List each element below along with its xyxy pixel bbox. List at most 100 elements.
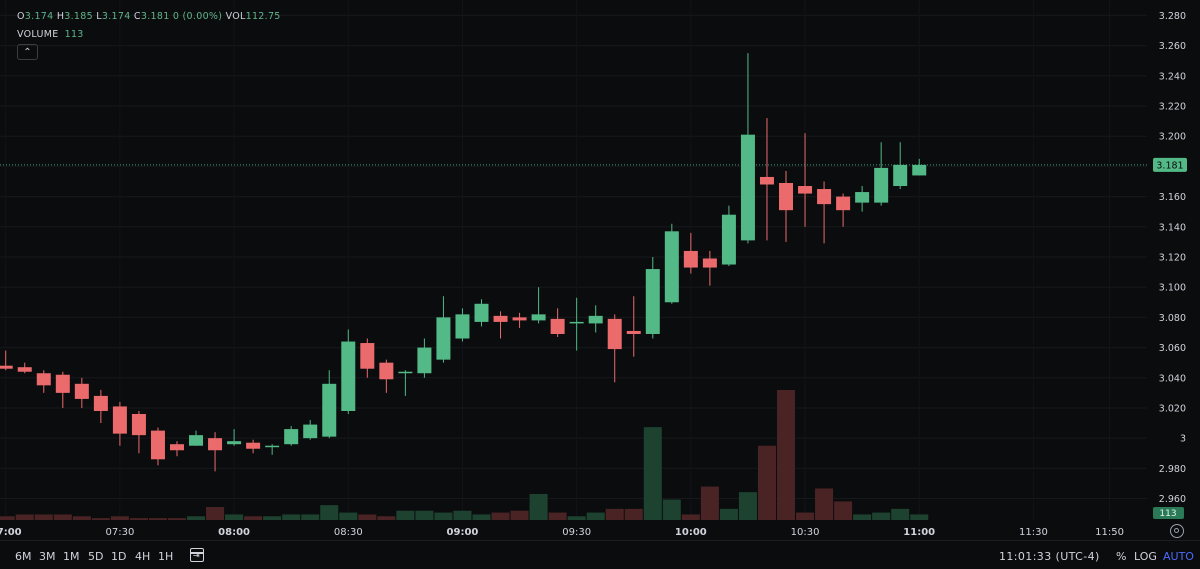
volume-bar [187, 516, 206, 520]
candle-body [683, 250, 698, 268]
volume-bar [91, 518, 110, 520]
timeframe-6m-button[interactable]: 6M [15, 550, 32, 563]
candle-body [512, 317, 527, 321]
timeframe-1h-button[interactable]: 1H [158, 550, 174, 563]
candle-body [626, 330, 641, 334]
volume-bar [548, 512, 567, 520]
candle-body [150, 430, 165, 460]
candle-body [55, 374, 70, 393]
volume-bar [910, 514, 929, 520]
time-tick-label: 07:00 [0, 527, 22, 538]
volume-bar [834, 501, 853, 520]
candle-body [855, 192, 870, 203]
timeframe-3m-button[interactable]: 3M [39, 550, 56, 563]
volume-bar [339, 512, 358, 520]
high-value: 3.185 [64, 11, 93, 22]
candle-body [74, 383, 89, 399]
price-tick-label: 3.140 [1159, 222, 1186, 233]
volume-bar [586, 512, 605, 520]
timeframe-5d-button[interactable]: 5D [88, 550, 104, 563]
candle-body [341, 341, 356, 411]
price-tick-label: 3.160 [1159, 192, 1186, 203]
volume-bar [757, 445, 776, 520]
candle-body [474, 303, 489, 322]
collapse-legend-button[interactable]: ⌃ [17, 44, 38, 60]
volume-bar [700, 486, 719, 520]
current-volume-label: 113 [1159, 509, 1176, 519]
timeframe-4h-button[interactable]: 4H [135, 550, 151, 563]
bottom-toolbar: 6M 3M 1M 5D 1D 4H 1H 11:01:33 (UTC-4) % … [0, 540, 1200, 569]
current-price-badge [1153, 157, 1187, 172]
timeframe-1d-button[interactable]: 1D [111, 550, 127, 563]
volume-bar [301, 514, 320, 520]
log-toggle[interactable]: LOG [1134, 550, 1157, 563]
candle-body [417, 347, 432, 374]
current-price-label: 3.181 [1156, 160, 1183, 171]
volume-bar [148, 518, 167, 520]
candle-body [0, 365, 13, 369]
candle-body [131, 414, 146, 436]
volume-bar [244, 516, 263, 520]
close-label: C [133, 11, 141, 22]
price-tick-label: 3.280 [1159, 11, 1186, 22]
price-tick-label: 3.240 [1159, 71, 1186, 82]
volume-bar [34, 514, 53, 520]
volume-bar [0, 516, 15, 520]
candle-body [893, 164, 908, 187]
candle-body [189, 435, 204, 446]
volume-bar [681, 514, 700, 520]
ohlc-legend: O3.174 H3.185 L3.174 C3.181 0 (0.00%) VO… [17, 11, 281, 22]
clock-timezone[interactable]: 11:01:33 (UTC-4) [999, 550, 1100, 563]
volume-legend: VOLUME 113 [17, 29, 84, 40]
candle-body [169, 444, 184, 451]
volume-bar [643, 427, 662, 520]
high-label: H [56, 11, 65, 22]
candle-body [246, 442, 261, 449]
candle-body [379, 362, 394, 380]
volume-bar [776, 390, 796, 520]
price-tick-label: 3.120 [1159, 252, 1186, 263]
candle-body [322, 383, 337, 437]
candle-body [874, 167, 889, 203]
candle-body [759, 176, 774, 185]
percent-toggle[interactable]: % [1116, 550, 1127, 563]
auto-toggle[interactable]: AUTO [1163, 550, 1194, 563]
volume-bar [320, 505, 339, 520]
change-value: 0 (0.00%) [172, 11, 223, 22]
volume-bar [872, 512, 891, 520]
volume-bar [53, 514, 72, 520]
volume-bar [891, 508, 910, 520]
price-tick-label: 3.040 [1159, 373, 1186, 384]
price-tick-label: 3.220 [1159, 101, 1186, 112]
volume-value: 113 [64, 29, 84, 40]
time-tick-label: 08:30 [334, 527, 363, 538]
volume-bar [719, 508, 738, 520]
candle-body [360, 343, 375, 369]
go-to-date-icon[interactable] [190, 548, 204, 562]
timeframe-1m-button[interactable]: 1M [63, 550, 80, 563]
low-label: L [96, 11, 102, 22]
candle-body [17, 367, 32, 372]
open-label: O [17, 11, 25, 22]
price-tick-label: 3.080 [1159, 313, 1186, 324]
volume-bar [815, 488, 834, 520]
candle-body [112, 406, 127, 434]
candle-body [36, 373, 51, 386]
time-tick-label: 11:30 [1019, 527, 1048, 538]
time-tick-label: 11:50 [1095, 527, 1124, 538]
volume-bar [15, 514, 34, 520]
candle-body [550, 318, 565, 334]
current-volume-badge [1153, 507, 1184, 519]
volume-bar [853, 514, 872, 520]
time-tick-label: 10:00 [675, 527, 707, 538]
volume-bar [396, 510, 415, 520]
gear-icon[interactable] [1170, 524, 1184, 538]
volume-bar [529, 494, 548, 520]
volume-bar [206, 507, 225, 520]
candle-body [93, 395, 108, 411]
volume-bar [263, 516, 282, 520]
price-tick-label: 3 [1180, 434, 1186, 445]
volume-bar [472, 514, 491, 520]
